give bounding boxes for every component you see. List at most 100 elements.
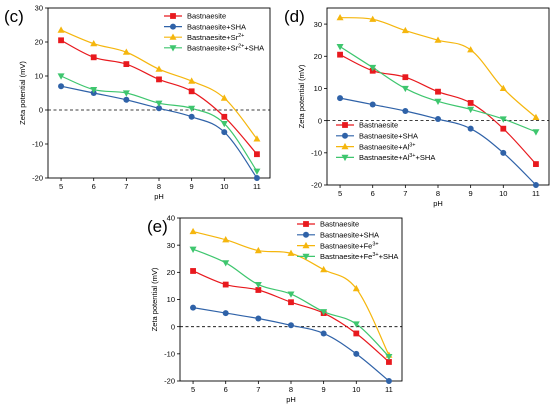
y-tick-label: 40 <box>167 214 175 223</box>
circle-marker <box>532 182 539 188</box>
y-tick-label: 0 <box>171 322 175 331</box>
legend-label: Bastnaesite <box>320 220 359 229</box>
square-marker <box>435 88 441 95</box>
square-marker <box>467 100 474 106</box>
triangle-down-marker <box>385 353 393 361</box>
x-tick-label: 10 <box>352 385 360 394</box>
legend: BastnaesiteBastnaesite+SHABastnaesite+Fe… <box>297 220 398 261</box>
square-marker <box>58 37 64 44</box>
panel-label: (c) <box>4 7 24 26</box>
triangle-down-marker <box>369 64 377 72</box>
circle-marker <box>337 95 344 102</box>
square-marker <box>190 268 196 274</box>
y-axis-title: Zeta potential (mV) <box>297 64 306 128</box>
legend-label: Bastnaesite+Fe3++SHA <box>320 252 398 261</box>
legend-label: Bastnaesite+Al3++SHA <box>359 153 435 162</box>
circle-marker <box>467 125 474 132</box>
legend-item: Bastnaesite+Fe3+ <box>297 241 379 250</box>
legend-item: Bastnaesite <box>164 12 226 21</box>
triangle-down-marker <box>302 253 310 261</box>
circle-marker <box>221 129 228 136</box>
circle-marker <box>320 330 327 337</box>
y-tick-label: -20 <box>32 174 43 183</box>
legend-label: Bastnaesite+SHA <box>187 22 246 31</box>
legend-label: Bastnaesite+Sr2+ <box>187 33 244 42</box>
triangle-down-marker <box>336 44 344 51</box>
legend-label: Bastnaesite <box>359 121 398 130</box>
y-tick-label: 30 <box>314 20 322 29</box>
triangle-down-marker <box>253 168 261 175</box>
circle-marker <box>255 315 262 322</box>
square-marker <box>90 54 97 61</box>
triangle-down-marker <box>287 291 295 298</box>
y-tick-label: -10 <box>164 350 175 359</box>
x-tick-label: 8 <box>436 189 440 198</box>
series-line <box>60 85 258 179</box>
panel-label: (e) <box>147 217 168 236</box>
circle-marker <box>369 101 376 108</box>
circle-marker <box>500 149 507 156</box>
series-2 <box>58 83 260 181</box>
triangle-down-marker <box>222 260 230 267</box>
legend-label-main: Bastnaesite+Sr <box>187 44 239 53</box>
triangle-down-marker <box>189 246 197 253</box>
triangle-up-marker <box>320 265 328 273</box>
x-tick-label: 7 <box>124 182 128 191</box>
triangle-down-marker <box>434 98 442 106</box>
triangle-down-marker <box>320 309 328 316</box>
square-marker <box>254 151 260 158</box>
circle-marker <box>190 304 197 311</box>
panel-c: (c) 5 6 7 8 9 10 11 -20 -10 0 10 20 30 pH Zeta potenti… <box>4 4 271 201</box>
legend-label: Bastnaesite+Fe3+ <box>320 241 379 250</box>
x-tick-label: 11 <box>385 385 393 394</box>
circle-marker <box>353 350 360 357</box>
x-tick-label: 10 <box>499 189 507 198</box>
x-tick-label: 10 <box>220 182 228 191</box>
legend-label: Bastnaesite+SHA <box>320 231 379 240</box>
square-marker <box>288 299 294 306</box>
legend-label-superscript: 2+ <box>238 44 244 50</box>
circle-marker <box>253 175 260 181</box>
circle-marker <box>303 231 309 238</box>
circle-marker <box>222 310 229 317</box>
series-3 <box>57 26 261 142</box>
x-tick-label: 9 <box>469 189 473 198</box>
triangle-down-marker <box>155 100 163 107</box>
panel-d: (d) 5 6 7 8 9 10 11 -20 -10 0 10 20 30 pH Zeta potenti… <box>284 7 550 208</box>
square-marker <box>342 122 348 128</box>
square-marker <box>188 88 195 95</box>
legend-label-main: Bastnaesite+Fe <box>320 241 372 250</box>
triangle-up-marker <box>155 65 163 72</box>
triangle-down-marker <box>57 73 65 80</box>
legend-label: Bastnaesite+Sr2++SHA <box>187 44 264 53</box>
y-tick-label: -10 <box>32 140 43 149</box>
square-marker <box>222 281 229 288</box>
legend-label-superscript: 3+ <box>409 153 415 159</box>
triangle-up-marker <box>467 46 475 53</box>
triangle-up-marker <box>122 48 130 55</box>
series-4 <box>336 44 540 136</box>
x-tick-label: 11 <box>532 189 540 198</box>
x-axis-title: pH <box>433 199 443 208</box>
triangle-down-marker <box>467 106 475 114</box>
square-marker <box>255 287 262 293</box>
square-marker <box>303 221 309 227</box>
triangle-up-marker <box>532 113 540 121</box>
x-tick-label: 6 <box>92 182 96 191</box>
x-tick-label: 11 <box>253 182 261 191</box>
triangle-down-marker <box>499 116 507 123</box>
x-tick-label: 6 <box>371 189 375 198</box>
circle-marker <box>342 132 348 139</box>
y-tick-label: 10 <box>35 72 43 81</box>
x-tick-label: 5 <box>59 182 63 191</box>
series-1 <box>190 268 392 365</box>
triangle-up-marker <box>57 26 65 33</box>
legend-label-superscript: 2+ <box>238 33 244 39</box>
triangle-down-marker <box>352 321 360 328</box>
legend-label-superscript: 3+ <box>372 241 378 247</box>
circle-marker <box>170 23 176 30</box>
circle-marker <box>402 107 409 114</box>
legend-label-tail: +SHA <box>416 153 436 162</box>
triangle-down-marker <box>188 105 196 112</box>
